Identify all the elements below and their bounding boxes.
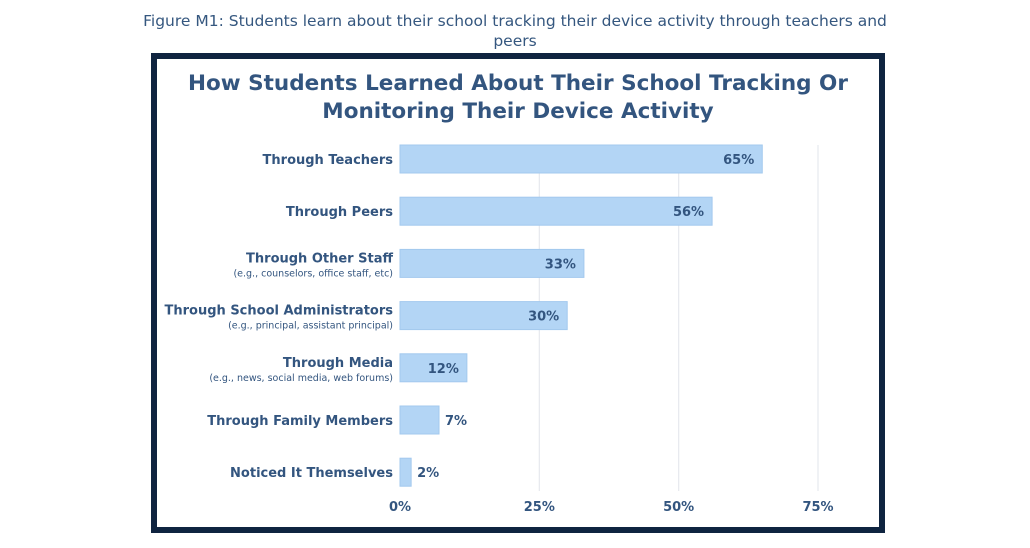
value-label: 33% <box>545 257 576 272</box>
x-tick-label: 50% <box>663 500 694 515</box>
bar <box>399 248 585 278</box>
category-label: Through Peers <box>286 205 393 220</box>
category-sublabel: (e.g., counselors, office staff, etc) <box>233 268 393 279</box>
x-tick-label: 0% <box>389 500 411 515</box>
chart-title: How Students Learned About Their School … <box>188 71 848 124</box>
category-label: Through Teachers <box>263 153 394 168</box>
figure-caption: Figure M1: Students learn about their sc… <box>143 12 887 50</box>
value-label: 56% <box>673 205 704 220</box>
value-label: 30% <box>528 310 559 325</box>
bar <box>399 457 412 487</box>
bar-chart: Through Teachers 65% Through Peers 56% Throu… <box>165 144 834 515</box>
x-tick-label: 25% <box>524 500 555 515</box>
category-label: Through Other Staff <box>246 251 393 266</box>
category-sublabel: (e.g., news, social media, web forums) <box>209 373 393 384</box>
category-sublabel: (e.g., principal, assistant principal) <box>228 321 393 332</box>
category-label: Through Family Members <box>207 414 393 429</box>
value-label: 2% <box>417 466 439 481</box>
bar <box>399 405 440 435</box>
chart-frame: How Students Learned About Their School … <box>151 53 885 533</box>
bar <box>399 301 568 331</box>
category-label: Through Media <box>283 356 393 371</box>
category-label: Through School Administrators <box>165 304 394 319</box>
category-label: Noticed It Themselves <box>230 466 393 481</box>
x-tick-label: 75% <box>802 500 833 515</box>
bar <box>399 353 468 383</box>
bar <box>399 144 763 174</box>
bar <box>399 196 713 226</box>
value-label: 7% <box>445 414 467 429</box>
value-label: 12% <box>428 362 459 377</box>
value-label: 65% <box>723 153 754 168</box>
